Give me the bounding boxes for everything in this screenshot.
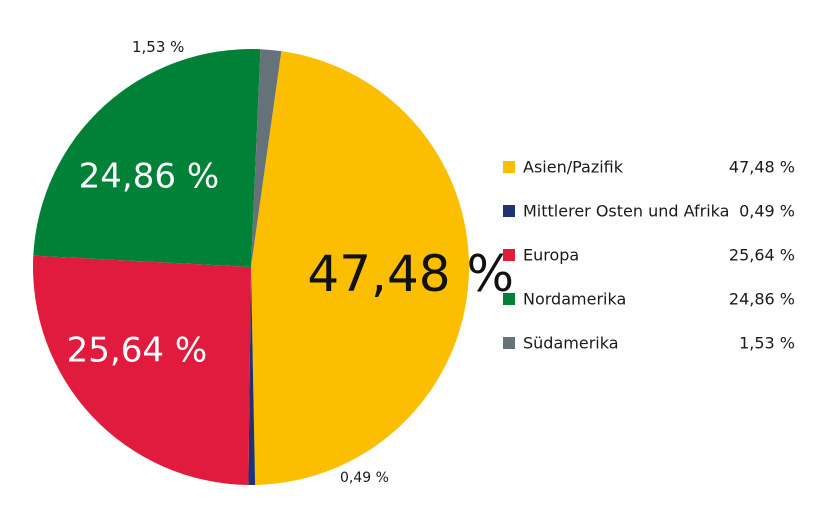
slice-label-nordamerika: 24,86 % — [79, 157, 219, 197]
pie-slice-nordamerika — [33, 49, 261, 267]
legend-value-suedamerika: 1,53 % — [739, 334, 795, 353]
legend-item-asien-pazifik: Asien/Pazifik 47,48 % — [503, 158, 795, 177]
legend-swatch-mittlerer-osten-und-afrika — [503, 205, 515, 217]
legend-item-europa: Europa 25,64 % — [503, 246, 795, 265]
legend-label-suedamerika: Südamerika — [523, 334, 619, 353]
slice-label-suedamerika: 1,53 % — [132, 38, 184, 56]
legend-label-nordamerika: Nordamerika — [523, 290, 626, 309]
pie-slice-europa — [33, 255, 252, 485]
legend: Asien/Pazifik 47,48 % Mittlerer Osten und … — [503, 158, 795, 353]
pie-slice-asien-pazifik — [251, 51, 469, 485]
legend-swatch-nordamerika — [503, 293, 515, 305]
legend-value-nordamerika: 24,86 % — [729, 290, 795, 309]
legend-value-europa: 25,64 % — [729, 246, 795, 265]
legend-item-mittlerer-osten-und-afrika: Mittlerer Osten und Afrika 0,49 % — [503, 202, 795, 221]
slice-label-mittlerer-osten-und-afrika: 0,49 % — [340, 470, 389, 486]
legend-value-asien-pazifik: 47,48 % — [729, 158, 795, 177]
legend-swatch-europa — [503, 249, 515, 261]
legend-label-europa: Europa — [523, 246, 579, 265]
legend-swatch-suedamerika — [503, 337, 515, 349]
legend-item-suedamerika: Südamerika 1,53 % — [503, 334, 795, 353]
pie-slices — [33, 49, 469, 485]
legend-item-nordamerika: Nordamerika 24,86 % — [503, 290, 795, 309]
pie-slice-mittlerer-osten-und-afrika — [248, 267, 256, 485]
legend-value-mittlerer-osten-und-afrika: 0,49 % — [739, 202, 795, 221]
legend-label-mittlerer-osten-und-afrika: Mittlerer Osten und Afrika — [523, 202, 729, 221]
legend-swatch-asien-pazifik — [503, 161, 515, 173]
slice-label-europa: 25,64 % — [67, 331, 207, 371]
slice-labels: 47,48 % 0,49 % 25,64 % 24,86 % 1,53 % — [67, 38, 514, 486]
slice-label-asien-pazifik: 47,48 % — [307, 245, 514, 303]
legend-label-asien-pazifik: Asien/Pazifik — [523, 158, 624, 177]
pie-slice-suedamerika — [251, 49, 282, 268]
